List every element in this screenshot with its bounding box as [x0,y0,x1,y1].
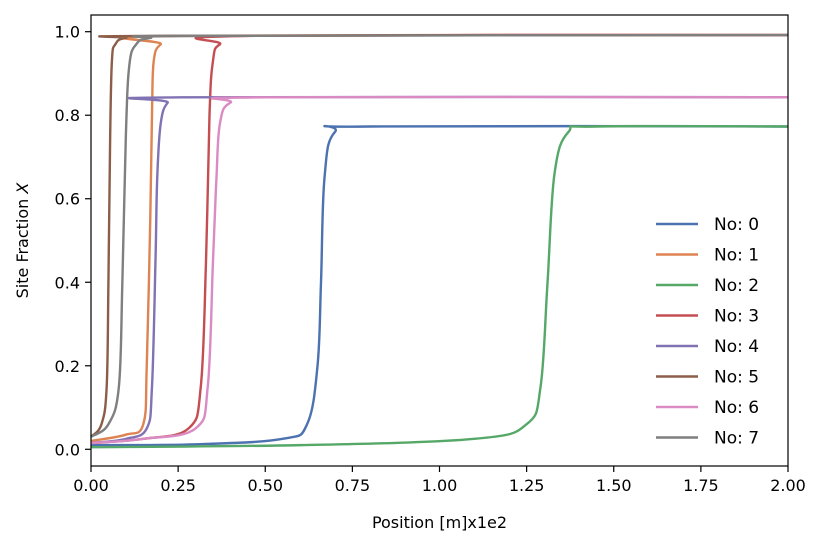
x-tick-label: 1.75 [683,476,719,495]
x-tick-label: 1.00 [422,476,458,495]
y-tick-label: 1.0 [55,23,80,42]
x-axis: 0.00 0.25 0.50 0.75 1.00 1.25 1.50 1.75 2.00 [73,466,806,495]
y-tick-label: 0.6 [55,190,80,209]
y-tick-label: 0.4 [55,273,80,292]
series-line-7 [90,33,789,438]
x-tick-label: 0.25 [160,476,196,495]
legend-label-7: No: 7 [714,429,759,449]
y-tick-label: 0.8 [55,106,80,125]
series-line-4 [90,95,789,445]
x-tick-label: 1.50 [596,476,632,495]
legend-label-2: No: 2 [714,276,759,296]
legend-label-1: No: 1 [714,246,759,266]
x-tick-label: 0.50 [247,476,283,495]
x-tick-label: 0.00 [73,476,109,495]
legend-label-3: No: 3 [714,307,759,327]
legend-label-4: No: 4 [714,337,759,357]
y-axis: 0.0 0.2 0.4 0.6 0.8 1.0 [55,23,91,459]
y-axis-label: Site Fraction X [13,182,32,299]
x-tick-label: 0.75 [335,476,371,495]
series-lines [90,33,789,449]
series-line-0 [90,124,789,447]
legend-label-5: No: 5 [714,368,759,388]
x-axis-label: Position [m]x1e2 [372,513,507,532]
series-line-6 [90,95,789,445]
y-tick-label: 0.2 [55,357,80,376]
x-tick-label: 1.25 [509,476,545,495]
legend: No: 0 No: 1 No: 2 No: 3 No: 4 No: 5 No: 6 No: 7 [656,215,759,449]
plot-frame [90,14,789,467]
series-line-2 [90,124,789,449]
y-tick-label: 0.0 [55,440,80,459]
legend-label-6: No: 6 [714,398,759,418]
x-tick-label: 2.00 [770,476,806,495]
legend-label-0: No: 0 [714,215,759,235]
